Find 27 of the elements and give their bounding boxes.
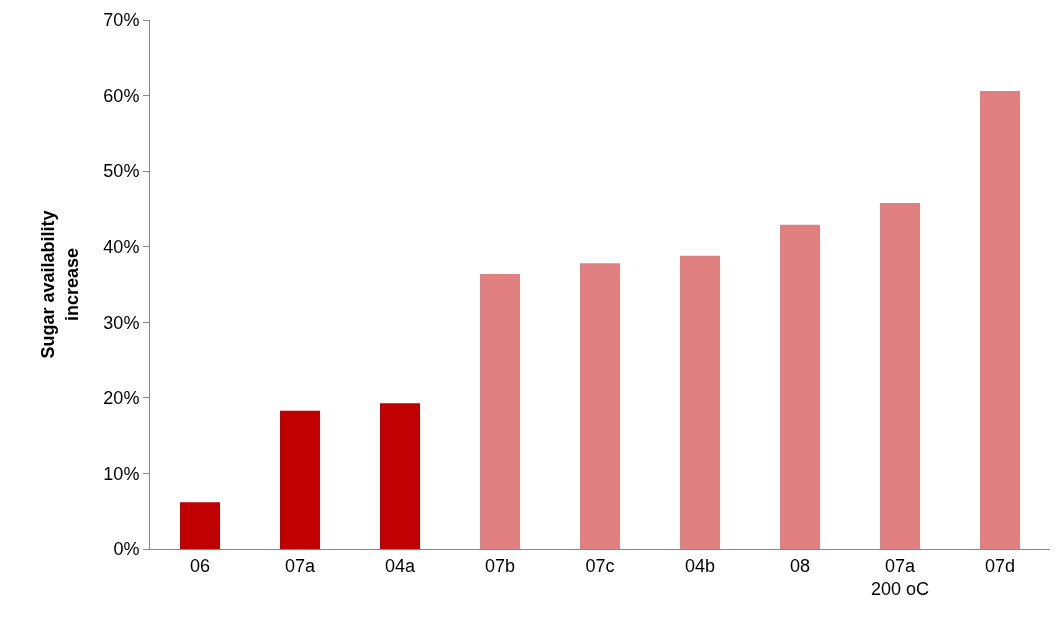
- x-tick-label: 04a: [384, 555, 416, 576]
- x-tick-label: 04b: [684, 555, 716, 576]
- x-tick-label: 08: [789, 555, 811, 576]
- x-tick-label: 06: [189, 555, 211, 576]
- y-tick-label: 20%: [103, 388, 140, 409]
- x-tick-label: 07c: [585, 555, 615, 576]
- bar: [280, 410, 320, 549]
- bar: [680, 255, 720, 549]
- y-tick-label: 10%: [103, 463, 140, 484]
- bar: [880, 202, 920, 549]
- y-axis-title: Sugar availability increase: [38, 210, 82, 359]
- y-tick-label: 50%: [103, 161, 140, 182]
- y-tick-label: 30%: [103, 312, 140, 333]
- y-tick-label: 0%: [113, 539, 140, 560]
- y-tick-label: 70%: [103, 10, 140, 31]
- x-tick-label: 07b: [484, 555, 516, 576]
- bar: [380, 403, 420, 549]
- y-tick-label: 60%: [103, 85, 140, 106]
- bar: [480, 273, 520, 549]
- bar: [980, 91, 1020, 549]
- x-tick-label: 07a: [284, 555, 316, 576]
- bar: [180, 502, 220, 549]
- y-tick-label: 40%: [103, 237, 140, 258]
- bar: [580, 263, 620, 549]
- x-tick-label: 07d: [984, 555, 1016, 576]
- bar: [780, 224, 820, 549]
- x-tick-label: 07a 200 oC: [870, 555, 930, 599]
